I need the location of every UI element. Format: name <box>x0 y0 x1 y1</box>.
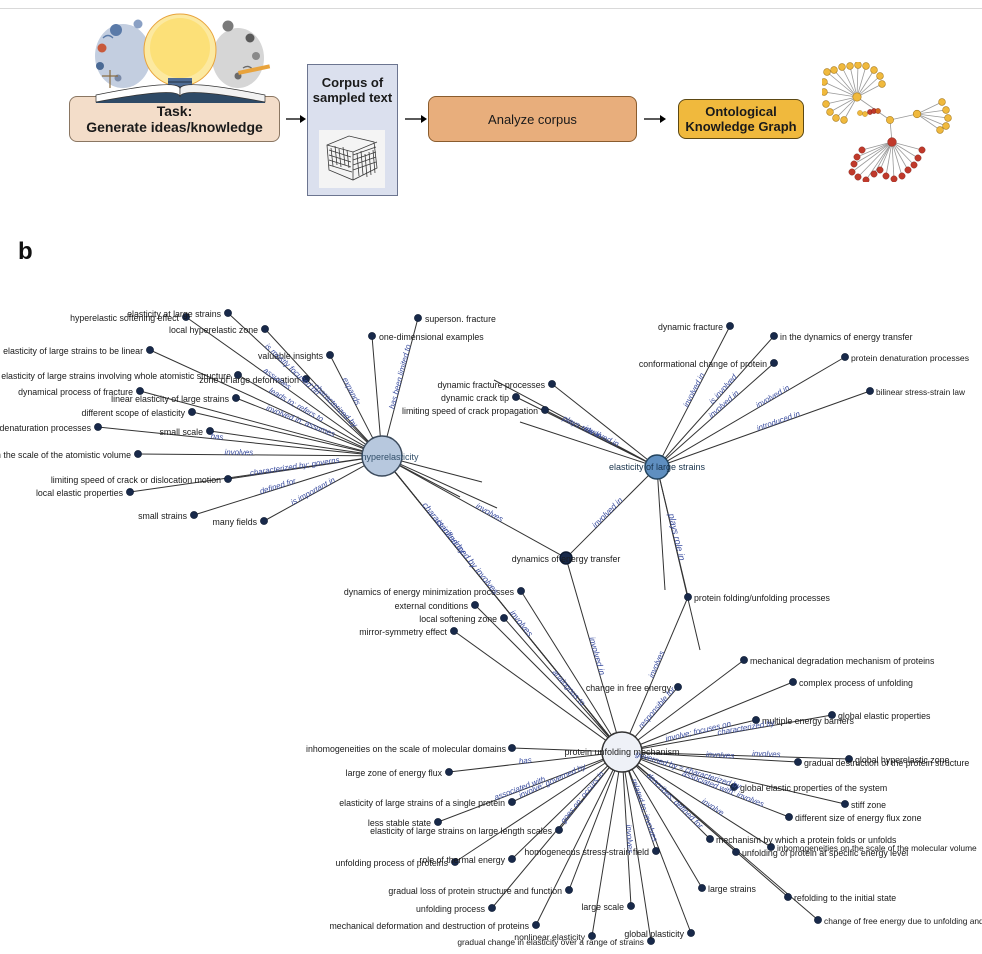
svg-text:gradual change in elasticity o: gradual change in elasticity over a rang… <box>457 937 644 947</box>
svg-text:change in free energy: change in free energy <box>586 683 672 693</box>
svg-text:gradual loss of protein struct: gradual loss of protein structure and fu… <box>388 886 562 896</box>
svg-text:involves: involves <box>514 425 515 426</box>
svg-text:local elastic properties: local elastic properties <box>36 488 124 498</box>
svg-text:large scale: large scale <box>581 902 624 912</box>
svg-text:unfolding of protein at specif: unfolding of protein at specific energy … <box>742 848 908 858</box>
svg-text:involves: involves <box>647 649 666 679</box>
svg-text:hyperelastic softening effect: hyperelastic softening effect <box>70 313 179 323</box>
svg-text:linear elasticity of large str: linear elasticity of large strains <box>111 394 229 404</box>
svg-text:conformational change of prote: conformational change of protein <box>639 359 767 369</box>
svg-text:dynamic fracture and protein d: dynamic fracture and protein denaturatio… <box>0 423 92 433</box>
svg-text:protein unfolding mechanism: protein unfolding mechanism <box>564 747 679 757</box>
svg-text:limiting speed of crack or dis: limiting speed of crack or dislocation m… <box>51 475 221 485</box>
svg-text:inhomogeneities on the scale o: inhomogeneities on the scale of molecula… <box>306 744 507 754</box>
svg-text:mechanical deformation and des: mechanical deformation and destruction o… <box>329 921 529 931</box>
svg-text:stiff zone: stiff zone <box>851 800 886 810</box>
svg-text:has: has <box>518 755 532 765</box>
svg-text:involved in: involved in <box>590 495 625 530</box>
svg-text:dynamic crack tip: dynamic crack tip <box>441 393 509 403</box>
svg-text:expands: expands <box>341 376 363 407</box>
svg-text:protein folding/unfolding proc: protein folding/unfolding processes <box>694 593 831 603</box>
svg-text:introduced in: introduced in <box>756 409 802 433</box>
svg-text:plays role in: plays role in <box>666 512 687 562</box>
svg-text:involves: involves <box>752 749 781 759</box>
svg-text:is important in: is important in <box>289 475 337 507</box>
svg-text:involved in: involved in <box>669 593 670 594</box>
svg-text:one-dimensional examples: one-dimensional examples <box>379 332 484 342</box>
svg-text:has been limited to: has been limited to <box>387 343 413 410</box>
svg-text:dynamics of energy transfer: dynamics of energy transfer <box>512 554 621 564</box>
svg-text:unfolding process of proteins: unfolding process of proteins <box>336 858 449 868</box>
svg-text:involved in: involved in <box>682 371 707 409</box>
svg-text:has: has <box>210 431 224 441</box>
svg-text:local hyperelastic zone: local hyperelastic zone <box>169 325 258 335</box>
svg-text:plays role in: plays role in <box>704 653 705 654</box>
svg-text:elasticity of large strains: elasticity of large strains <box>609 462 706 472</box>
svg-text:hyperelasticity: hyperelasticity <box>361 452 419 462</box>
svg-text:involves: involves <box>508 608 536 639</box>
svg-text:involves: involves <box>466 500 467 501</box>
svg-text:mirror-symmetry effect: mirror-symmetry effect <box>359 627 447 637</box>
svg-text:protein denaturation processes: protein denaturation processes <box>851 353 969 363</box>
svg-text:less stable state: less stable state <box>368 818 431 828</box>
svg-text:bilinear stress-strain law: bilinear stress-strain law <box>876 387 966 397</box>
svg-text:external conditions: external conditions <box>395 601 469 611</box>
svg-text:characterized by; governs: characterized by; governs <box>249 455 340 477</box>
svg-text:different size of energy flux: different size of energy flux zone <box>795 813 922 823</box>
svg-text:complex process of unfolding: complex process of unfolding <box>799 678 913 688</box>
svg-text:small scale: small scale <box>159 427 203 437</box>
svg-text:global elastic properties of t: global elastic properties of the system <box>740 783 887 793</box>
svg-text:elasticity of large strains of: elasticity of large strains of a single … <box>339 798 505 808</box>
svg-text:superson. fracture: superson. fracture <box>425 314 496 324</box>
svg-text:gradual destruction of the pro: gradual destruction of the protein struc… <box>804 758 969 768</box>
svg-text:unfolding process: unfolding process <box>416 904 486 914</box>
svg-text:refolding to the initial state: refolding to the initial state <box>794 893 896 903</box>
svg-text:elasticity of large strains in: elasticity of large strains involving wh… <box>1 371 231 381</box>
svg-text:involved in: involved in <box>587 636 608 677</box>
svg-text:different scope of elasticity: different scope of elasticity <box>81 408 185 418</box>
svg-text:limiting: limiting <box>503 511 504 512</box>
svg-text:involves: involves <box>225 448 254 457</box>
svg-text:in the dynamics of energy tran: in the dynamics of energy transfer <box>780 332 913 342</box>
svg-text:large strains: large strains <box>708 884 757 894</box>
svg-text:involves: involves <box>706 750 735 761</box>
svg-text:dynamic fracture processes: dynamic fracture processes <box>437 380 545 390</box>
svg-text:mechanical degradation mechani: mechanical degradation mechanism of prot… <box>750 656 935 666</box>
svg-text:involved in: involved in <box>754 383 791 410</box>
svg-text:involve: involve <box>700 797 726 818</box>
svg-text:governs: governs <box>488 485 489 486</box>
svg-text:elasticity of large strains to: elasticity of large strains to be linear <box>3 346 143 356</box>
svg-text:small strains: small strains <box>138 511 187 521</box>
svg-text:limiting speed of crack propag: limiting speed of crack propagation <box>402 406 538 416</box>
svg-text:many fields: many fields <box>213 517 258 527</box>
svg-text:involves: involves <box>624 824 635 853</box>
svg-text:global elastic properties: global elastic properties <box>838 711 931 721</box>
svg-text:large zone of energy flux: large zone of energy flux <box>346 768 443 778</box>
svg-text:involves: involves <box>474 501 505 524</box>
svg-text:characterized by: characterized by <box>421 500 469 556</box>
svg-text:inhomogeneities on the scale o: inhomogeneities on the scale of the atom… <box>0 450 131 460</box>
svg-text:local softening zone: local softening zone <box>419 614 497 624</box>
svg-text:dynamic fracture: dynamic fracture <box>658 322 723 332</box>
svg-text:change of free energy due to u: change of free energy due to unfolding a… <box>824 916 982 926</box>
svg-text:defined for: defined for <box>259 476 298 496</box>
